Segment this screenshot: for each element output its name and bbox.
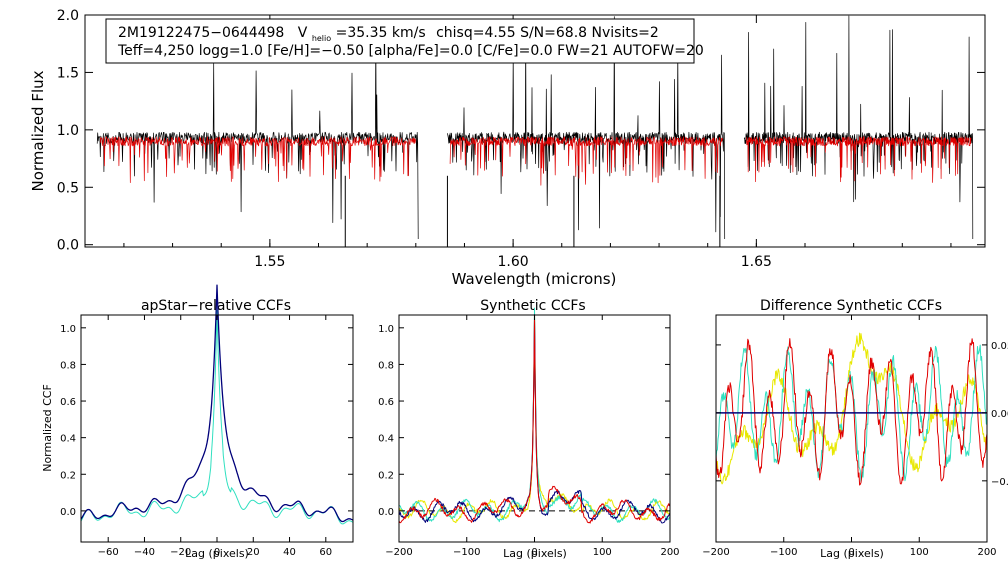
spectrum-traces [96, 15, 974, 247]
y-tick-label: 0.6 [378, 397, 394, 408]
y-tick-label: 2.0 [57, 8, 79, 24]
x-tick-label: 20 [247, 547, 260, 558]
ccf-synthetic-xlabel: Lag (pixels) [503, 547, 567, 560]
annotation-box [105, 18, 695, 64]
y-tick-label: 0.4 [60, 434, 76, 445]
spectrum-ylabel: Normalized Flux [29, 70, 47, 191]
spectrum-xlabel: Wavelength (microns) [452, 270, 617, 288]
spectrum-model-line [746, 136, 972, 183]
spectrum-panel: 1.55 1.60 1.65 0.0 0.5 1.0 1.5 2.0 2M19122475−0… [29, 8, 986, 288]
spectrum-observed-line [96, 32, 419, 240]
ccf-apstar-panel: apStar−relative CCFs −60 −40 −20 0 20 40 600.0… [41, 284, 354, 560]
y-tick-label: 0.00 [991, 409, 1008, 420]
x-tick-label: 200 [977, 547, 996, 558]
x-tick-label: 100 [910, 547, 929, 558]
spectrum-frame [84, 14, 986, 248]
spectrum-observed-line [743, 15, 974, 240]
x-tick-label: −100 [453, 547, 480, 558]
x-tick-label: −60 [98, 547, 119, 558]
x-tick-label: 100 [593, 547, 612, 558]
x-tick-label: 200 [660, 547, 679, 558]
y-tick-label: 0.05 [991, 341, 1008, 352]
annotation-stats: chisq=4.55 S/N=68.8 Nvisits=2 [436, 25, 659, 41]
x-tick-label: −200 [702, 547, 729, 558]
ccf-synthetic-line [398, 318, 671, 524]
y-tick-label: 0.0 [60, 507, 76, 518]
y-tick-label: 0.5 [57, 180, 79, 196]
v-helio-label: V [298, 25, 308, 41]
spectrum-annotation: 2M19122475−0644498 V helio =35.35 km/s c… [105, 18, 704, 64]
ccf-difference-traces [715, 332, 988, 486]
ccf-synthetic-panel: Synthetic CCFs −200 −100 0 100 200 0.0 0.2 0.4 0… [378, 298, 679, 560]
y-tick-label: 0.0 [57, 238, 79, 254]
ccf-apstar-ticks: −60 −40 −20 0 20 40 60 0.0 0.2 0.4 0.6 0.8 1.0 [60, 315, 353, 558]
x-tick-label: 40 [283, 547, 296, 558]
y-tick-label: 1.0 [378, 324, 394, 335]
ccf-difference-title: Difference Synthetic CCFs [760, 298, 942, 314]
y-tick-label: 0.8 [60, 360, 76, 371]
x-tick-label: −200 [385, 547, 412, 558]
ccf-difference-frame [715, 314, 988, 543]
ccf-synthetic-ticks: −200 −100 0 100 200 0.0 0.2 0.4 0.6 0.8 1.0 [378, 315, 680, 558]
ccf-synthetic-title: Synthetic CCFs [480, 298, 585, 314]
y-tick-label: 0.4 [378, 434, 394, 445]
ccf-difference-ticks: −200 −100 0 100 200 −0.05 0.00 0.05 [702, 315, 1008, 558]
ccf-apstar-navy-line [80, 284, 354, 523]
ccf-difference-panel: Difference Synthetic CCFs −200 −100 0 100 20… [702, 298, 1008, 560]
ccf-difference-xlabel: Lag (pixels) [820, 547, 884, 560]
ccf-apstar-ylabel: Normalized CCF [41, 384, 54, 472]
y-tick-label: 1.5 [57, 65, 79, 81]
ccf-apstar-frame [80, 314, 354, 543]
ccf-synthetic-traces [398, 307, 671, 524]
x-tick-label: 1.55 [254, 254, 285, 270]
diff-yellow-line [715, 332, 988, 485]
v-helio-subscript: helio [312, 34, 331, 43]
diff-cyan-line [715, 344, 988, 483]
y-tick-label: −0.05 [991, 477, 1008, 488]
y-tick-label: 1.0 [57, 123, 79, 139]
annotation-line-2: Teff=4,250 logg=1.0 [Fe/H]=−0.50 [alpha/… [117, 43, 704, 59]
y-tick-label: 0.6 [60, 397, 76, 408]
spectrum-model-line [99, 136, 417, 183]
ccf-apstar-traces [80, 284, 354, 525]
x-tick-label: 0 [531, 547, 537, 558]
x-tick-label: −100 [770, 547, 797, 558]
y-tick-label: 1.0 [60, 324, 76, 335]
x-tick-label: −40 [134, 547, 155, 558]
ccf-apstar-xlabel: Lag (pixels) [185, 547, 249, 560]
annotation-line-1: 2M19122475−0644498 V helio =35.35 km/s c… [118, 25, 659, 45]
ccf-apstar-cyan-line [80, 309, 354, 525]
y-tick-label: 0.8 [378, 360, 394, 371]
spectrum-ticks: 1.55 1.60 1.65 0.0 0.5 1.0 1.5 2.0 [57, 8, 985, 270]
x-tick-label: −20 [170, 547, 191, 558]
star-id: 2M19122475−0644498 [118, 25, 284, 41]
diff-red-line [715, 338, 988, 486]
v-helio-value: =35.35 km/s [336, 25, 426, 41]
x-tick-label: 60 [319, 547, 332, 558]
y-tick-label: 0.2 [378, 470, 394, 481]
x-tick-label: 0 [848, 547, 854, 558]
spectrum-model-line [449, 136, 723, 186]
x-tick-label: 1.65 [741, 254, 772, 270]
x-tick-label: 0 [214, 547, 220, 558]
y-tick-label: 0.2 [60, 470, 76, 481]
x-tick-label: 1.60 [498, 254, 529, 270]
y-tick-label: 0.0 [378, 507, 394, 518]
